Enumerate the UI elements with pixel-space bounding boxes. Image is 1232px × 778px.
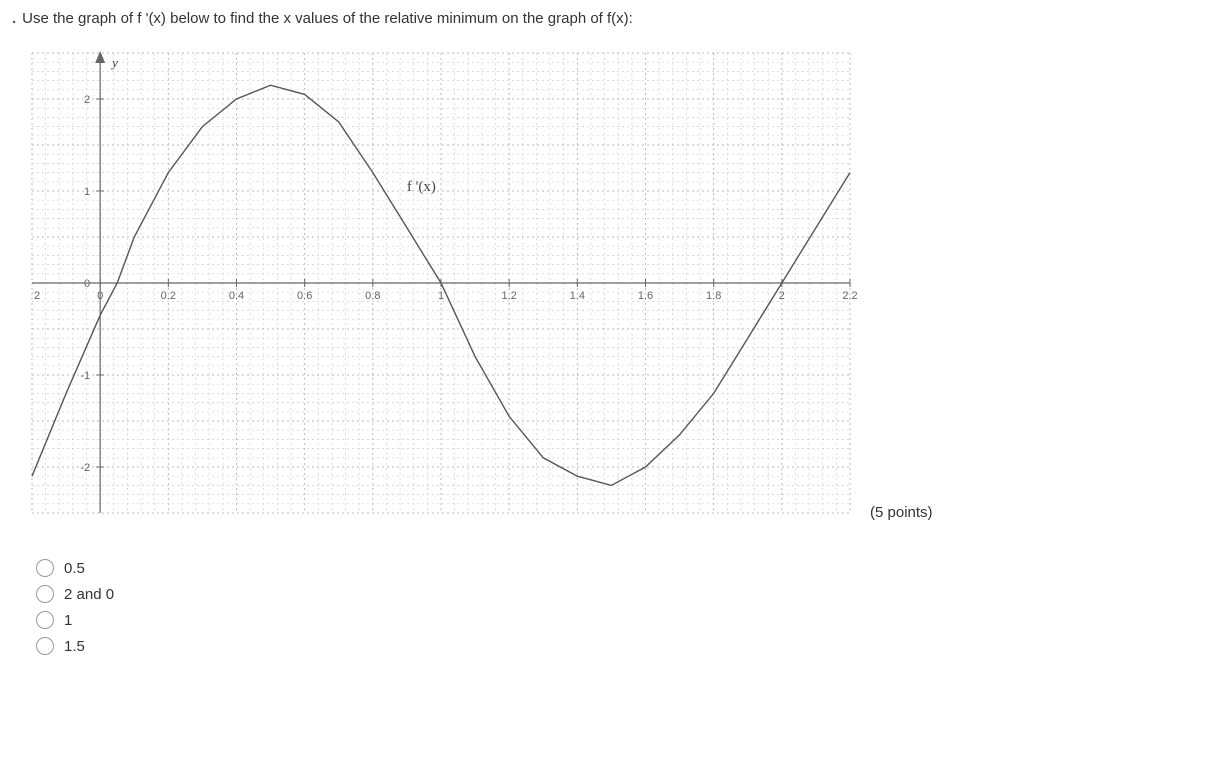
derivative-graph: 0 0.2 0.4 0.6 0.8 1.2 1.4 1.6 1.8 2.2 1 2 2 -2 -1 0 1 2 y f… xyxy=(12,43,860,527)
svg-text:2.2: 2.2 xyxy=(842,290,857,302)
answer-option[interactable]: 1 xyxy=(36,607,1220,633)
svg-text:1.4: 1.4 xyxy=(570,290,585,302)
svg-text:1: 1 xyxy=(84,186,90,198)
radio-icon[interactable] xyxy=(36,585,54,603)
svg-text:-1: -1 xyxy=(80,370,90,382)
svg-text:0.2: 0.2 xyxy=(161,290,176,302)
radio-icon[interactable] xyxy=(36,559,54,577)
question-bullet: . xyxy=(12,8,16,27)
svg-text:y: y xyxy=(110,55,118,70)
svg-text:1.2: 1.2 xyxy=(502,290,517,302)
svg-text:f '(x): f '(x) xyxy=(407,179,436,195)
svg-text:1.6: 1.6 xyxy=(638,290,653,302)
answer-options: 0.5 2 and 0 1 1.5 xyxy=(36,555,1220,659)
svg-text:-2: -2 xyxy=(80,462,90,474)
svg-text:0.4: 0.4 xyxy=(229,290,244,302)
option-label: 1 xyxy=(64,612,72,629)
points-label: (5 points) xyxy=(870,504,933,521)
option-label: 2 and 0 xyxy=(64,586,114,603)
answer-option[interactable]: 1.5 xyxy=(36,633,1220,659)
svg-text:2: 2 xyxy=(779,290,785,302)
answer-option[interactable]: 2 and 0 xyxy=(36,581,1220,607)
svg-text:0.8: 0.8 xyxy=(365,290,380,302)
radio-icon[interactable] xyxy=(36,611,54,629)
svg-text:0.6: 0.6 xyxy=(297,290,312,302)
svg-text:0: 0 xyxy=(84,278,90,290)
radio-icon[interactable] xyxy=(36,637,54,655)
svg-text:2: 2 xyxy=(34,290,40,302)
option-label: 0.5 xyxy=(64,560,85,577)
question-text: Use the graph of f '(x) below to find th… xyxy=(22,8,633,29)
svg-text:0: 0 xyxy=(97,290,103,302)
option-label: 1.5 xyxy=(64,638,85,655)
svg-text:1: 1 xyxy=(438,290,444,302)
svg-text:2: 2 xyxy=(84,94,90,106)
answer-option[interactable]: 0.5 xyxy=(36,555,1220,581)
svg-text:1.8: 1.8 xyxy=(706,290,721,302)
